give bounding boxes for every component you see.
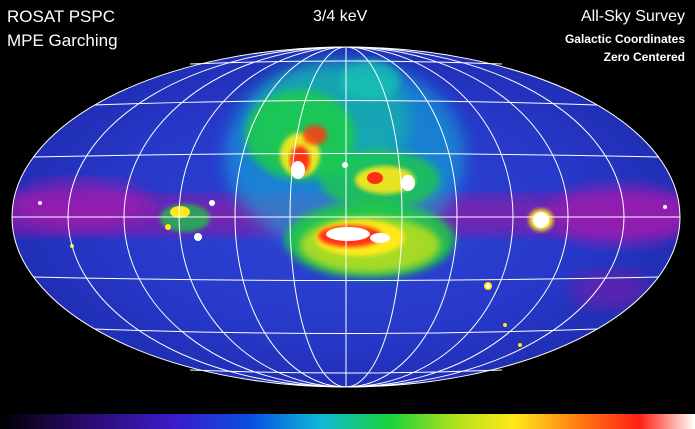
energy-band-label: 3/4 keV	[313, 8, 368, 25]
color-scale-bar	[0, 414, 695, 429]
survey-title: All-Sky Survey	[580, 8, 685, 25]
coordinate-grid	[11, 46, 681, 388]
institute-label: MPE Garching	[7, 31, 118, 50]
coordinate-system-label: Galactic Coordinates	[564, 32, 685, 46]
instrument-label: ROSAT PSPC	[7, 7, 116, 26]
centering-label: Zero Centered	[603, 50, 685, 64]
emission-layer	[12, 60, 680, 347]
